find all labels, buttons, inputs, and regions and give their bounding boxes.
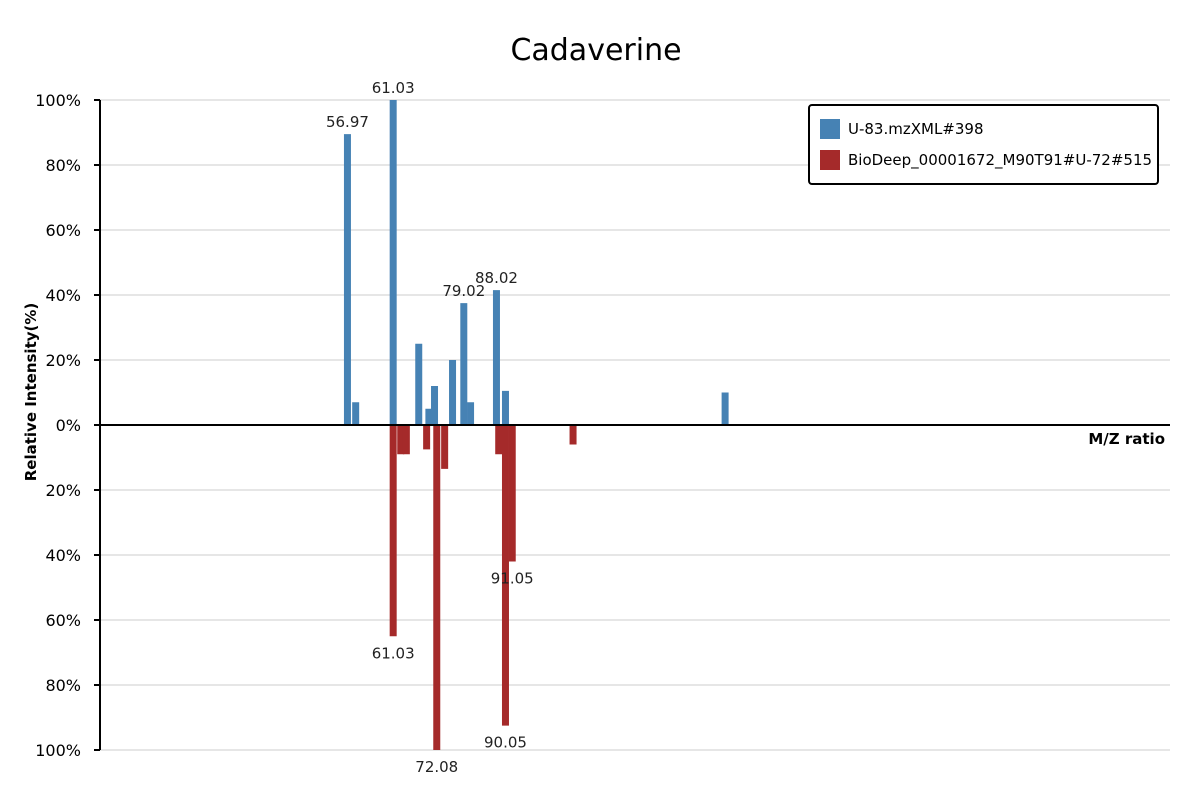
legend-entry-label: BioDeep_00001672_M90T91#U-72#515: [848, 151, 1152, 170]
y-tick-label: 80%: [45, 156, 81, 175]
library-peak-bar: [397, 425, 405, 455]
legend-swatch: [820, 119, 840, 139]
library-spectrum-bars: [389, 425, 577, 750]
y-tick-label: 20%: [45, 351, 81, 370]
library-peak-bar: [495, 425, 503, 455]
legend-swatch: [820, 150, 840, 170]
reference-peak-bar: [389, 100, 397, 425]
reference-peak-bar: [415, 343, 423, 425]
legend-entry-label: U-83.mzXML#398: [848, 120, 984, 138]
y-tick-label: 0%: [56, 416, 81, 435]
reference-peak-bar: [501, 390, 509, 425]
peak-label: 79.02: [442, 282, 485, 300]
reference-peak-bar: [467, 402, 475, 425]
y-tick-label: 20%: [45, 481, 81, 500]
reference-peak-bar: [431, 386, 439, 425]
chart-title: Cadaverine: [510, 33, 681, 68]
y-tick-label: 60%: [45, 611, 81, 630]
library-peak-bar: [433, 425, 441, 750]
y-tick-label: 60%: [45, 221, 81, 240]
peak-label: 61.03: [372, 644, 415, 662]
y-axis-label: Relative Intensity(%): [22, 303, 40, 482]
legend: U-83.mzXML#398 BioDeep_00001672_M90T91#U-…: [808, 104, 1159, 185]
reference-peak-bar: [343, 134, 351, 425]
y-axis-ticks: 100% 80% 60% 40% 20% 0% 20% 40% 60% 80% 100%: [35, 91, 100, 760]
reference-peak-bar: [352, 402, 360, 425]
reference-peak-bar: [449, 360, 457, 425]
library-peak-bar: [389, 425, 397, 637]
reference-peak-bar: [721, 392, 729, 425]
library-peak-bar: [423, 425, 431, 450]
y-tick-label: 80%: [45, 676, 81, 695]
y-tick-label: 100%: [35, 91, 81, 110]
library-peak-bar: [402, 425, 410, 455]
peak-label: 72.08: [415, 758, 458, 776]
reference-spectrum-bars: [343, 100, 729, 425]
x-axis-label: M/Z ratio: [1088, 430, 1165, 448]
library-peak-bar: [501, 425, 509, 726]
peak-label: 90.05: [484, 734, 527, 752]
y-tick-label: 40%: [45, 546, 81, 565]
peak-label: 61.03: [372, 79, 415, 97]
library-peak-bar: [441, 425, 449, 469]
reference-peak-bar: [460, 303, 468, 425]
peak-label: 91.05: [491, 570, 534, 588]
grid-lines: [100, 99, 1170, 751]
y-tick-label: 40%: [45, 286, 81, 305]
peak-label: 88.02: [475, 269, 518, 287]
y-tick-label: 100%: [35, 741, 81, 760]
library-peak-bar: [569, 425, 577, 445]
peak-label: 56.97: [326, 113, 369, 131]
reference-peak-bar: [425, 408, 433, 425]
legend-box: [808, 104, 1159, 185]
axes: [99, 100, 1170, 750]
reference-peak-bar: [492, 290, 500, 425]
library-peak-bar: [508, 425, 516, 562]
